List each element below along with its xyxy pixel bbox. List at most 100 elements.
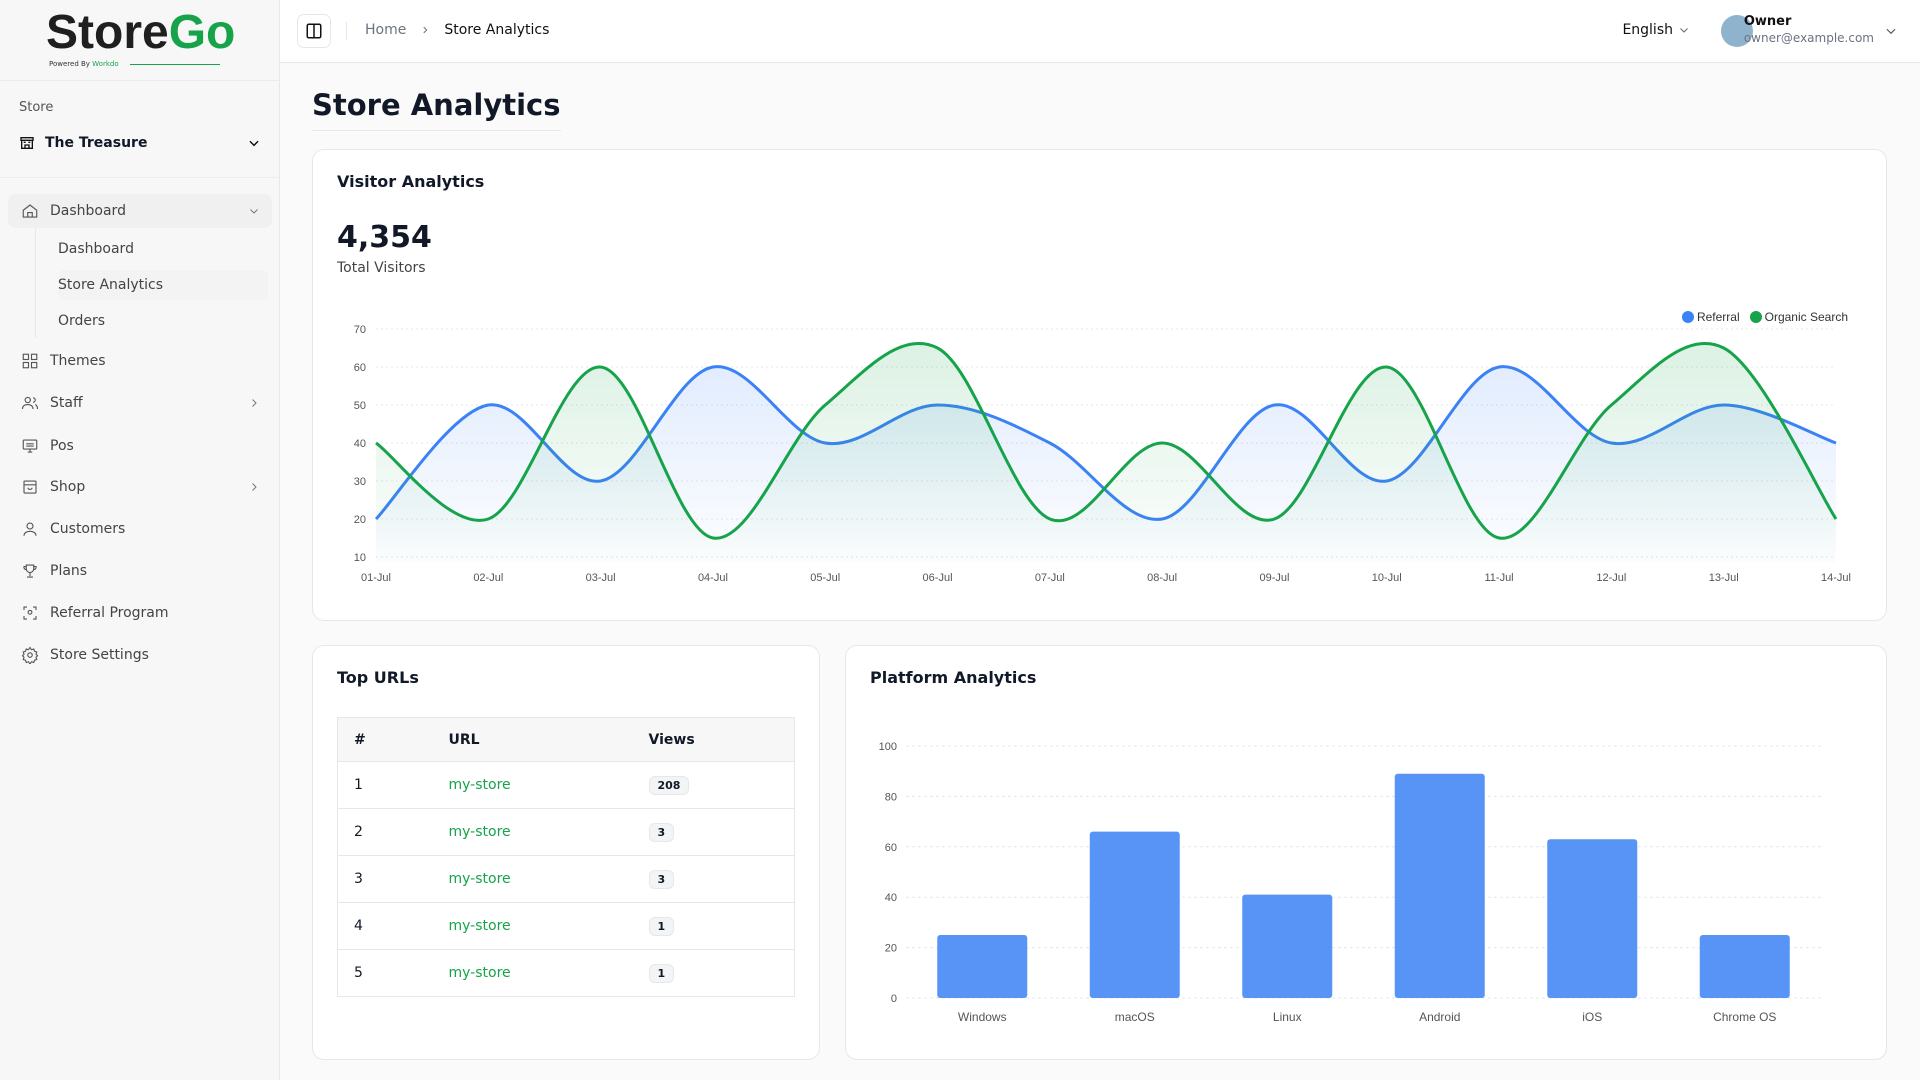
column-header: # (337, 717, 433, 762)
sidebar-item-plans[interactable]: Plans (8, 554, 272, 588)
sidebar-item-label: Pos (50, 438, 74, 454)
url-link[interactable]: my-store (432, 761, 633, 809)
breadcrumb-separator-icon (423, 26, 428, 34)
sidebar-item-label: Staff (50, 395, 83, 411)
chevron-down-icon (249, 140, 259, 147)
legend-label: Organic Search (1764, 310, 1848, 324)
sidebar-item-staff[interactable]: Staff (8, 386, 272, 420)
legend-organic-search[interactable]: Organic Search (1749, 310, 1848, 324)
divider (346, 22, 347, 40)
column-header: URL (432, 717, 633, 762)
sidebar-item-referral-program[interactable]: Referral Program (8, 596, 272, 630)
row-index: 2 (337, 808, 433, 856)
user-email: owner@example.com (1743, 31, 1874, 45)
legend-dot (1681, 311, 1694, 323)
legend-label: Referral (1696, 310, 1740, 324)
card-title: Top URLs (337, 668, 419, 687)
views-badge: 3 (648, 822, 675, 842)
sidebar-item-shop[interactable]: Shop (8, 470, 272, 504)
chevron-right-icon (252, 483, 257, 491)
sidebar-item-label: Themes (50, 353, 106, 369)
divider (0, 177, 280, 178)
store-selector[interactable]: The Treasure (19, 132, 261, 154)
shop-icon (23, 480, 37, 494)
row-index: 3 (337, 855, 433, 903)
chevron-down-icon (1680, 28, 1688, 33)
views-cell: 1 (632, 902, 795, 950)
sidebar-subitem-store-analytics[interactable]: Store Analytics (58, 270, 268, 300)
sidebar-subitem-dashboard[interactable]: Dashboard (58, 241, 134, 257)
gear-icon (21, 646, 39, 664)
table-row: 4 my-store 1 (337, 902, 795, 950)
tagline-brand: Workdo (92, 60, 119, 68)
table-row: 1 my-store 208 (337, 761, 795, 809)
user-name: Owner (1743, 14, 1792, 29)
user-icon (23, 522, 37, 536)
views-cell: 3 (632, 855, 795, 903)
total-visitors-label: Total Visitors (337, 260, 426, 276)
top-header: Home Store Analytics English Owner owner… (280, 0, 1920, 63)
legend-referral[interactable]: Referral (1681, 310, 1740, 324)
divider (0, 80, 280, 81)
user-menu[interactable]: Owner owner@example.com (1744, 14, 1874, 46)
views-badge: 1 (648, 916, 675, 936)
url-link[interactable]: my-store (432, 855, 633, 903)
sidebar-toggle-button[interactable] (297, 14, 331, 48)
url-link[interactable]: my-store (432, 902, 633, 950)
panel-icon (306, 23, 322, 39)
views-cell: 3 (632, 808, 795, 856)
store-icon (20, 137, 34, 149)
row-index: 5 (337, 949, 433, 997)
sidebar-item-pos[interactable]: Pos (8, 429, 272, 463)
chevron-down-icon[interactable] (1884, 24, 1898, 38)
card-title: Visitor Analytics (337, 172, 485, 191)
card-title: Platform Analytics (870, 668, 1037, 687)
store-label: Store (19, 100, 54, 115)
language-label: English (1622, 22, 1673, 38)
table-row: 5 my-store 1 (337, 949, 795, 997)
store-name: The Treasure (45, 135, 148, 151)
sidebar-item-customers[interactable]: Customers (8, 512, 272, 546)
sidebar-item-label: Dashboard (50, 203, 126, 219)
url-link[interactable]: my-store (432, 949, 633, 997)
column-header: Views (632, 717, 795, 762)
top-urls-card: Top URLs # URL Views 1 my-store 208 2 my-sto… (312, 645, 820, 1060)
views-badge: 208 (648, 775, 690, 795)
breadcrumb-home[interactable]: Home (365, 22, 407, 38)
legend-dot (1749, 311, 1762, 323)
sidebar-subitem-orders[interactable]: Orders (58, 313, 106, 329)
platform-analytics-card: Platform Analytics (845, 645, 1887, 1060)
logo-underline (130, 64, 220, 65)
sidebar-item-dashboard[interactable]: Dashboard (8, 194, 272, 228)
sidebar-item-label: Customers (50, 521, 126, 537)
chevron-right-icon (252, 399, 257, 407)
sidebar-item-label: Store Settings (50, 647, 149, 663)
chart-legend: Referral Organic Search (1681, 310, 1848, 324)
url-link[interactable]: my-store (432, 808, 633, 856)
visitor-analytics-card: Visitor Analytics 4,354 Total Visitors R… (312, 149, 1887, 621)
sidebar: StoreGo Powered By Workdo Store The Trea… (0, 0, 280, 1080)
views-badge: 3 (648, 869, 675, 889)
sidebar-item-themes[interactable]: Themes (8, 344, 272, 378)
table-row: 3 my-store 3 (337, 855, 795, 903)
tagline: Powered By (49, 60, 90, 68)
views-badge: 1 (648, 963, 675, 983)
breadcrumb-current: Store Analytics (444, 22, 550, 38)
sidebar-item-label: Plans (50, 563, 88, 579)
grid-icon (22, 353, 38, 369)
language-selector[interactable]: English (1622, 22, 1690, 38)
logo-text-b: Go (168, 6, 236, 59)
logo-text-a: Store (46, 6, 169, 59)
avatar[interactable] (1721, 15, 1753, 47)
trophy-icon (23, 564, 37, 578)
total-visitors-value: 4,354 (337, 220, 432, 255)
row-index: 1 (337, 761, 433, 809)
page-title: Store Analytics (312, 88, 561, 131)
storego-logo[interactable]: StoreGo Powered By Workdo (46, 9, 246, 72)
sidebar-item-store-settings[interactable]: Store Settings (8, 638, 272, 672)
users-icon (21, 396, 39, 410)
sidebar-item-label: Shop (50, 479, 86, 495)
logo-tagline: Powered By Workdo (49, 60, 119, 69)
referral-icon (23, 606, 37, 620)
row-index: 4 (337, 902, 433, 950)
